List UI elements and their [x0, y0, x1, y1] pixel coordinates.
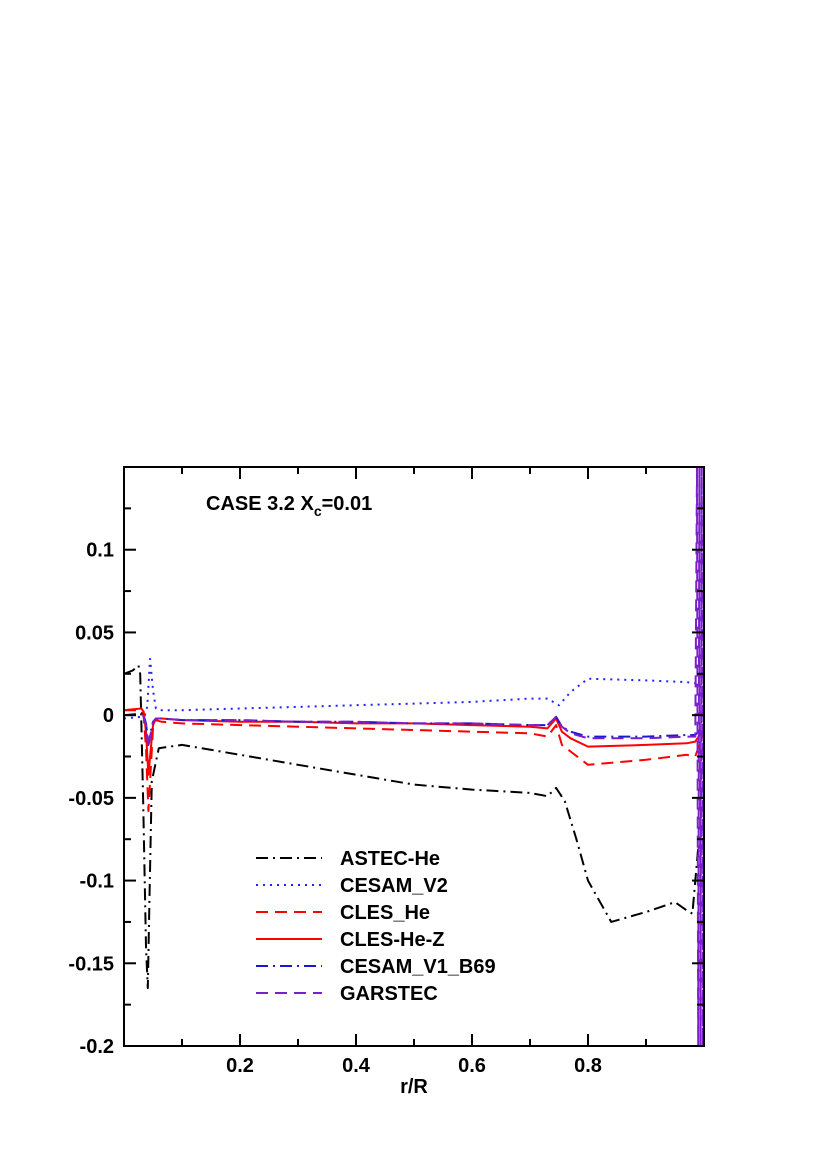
series-line-garstec	[124, 467, 704, 1046]
y-tick-label: 0	[103, 705, 114, 727]
legend: ASTEC-He CESAM_V2 CLES_He CLES-He-Z CESAM_V1…	[256, 848, 496, 1005]
y-tick-label: 0.05	[75, 622, 114, 644]
legend-label: ASTEC-He	[340, 848, 440, 870]
legend-item-cesam-v1-b69: CESAM_V1_B69	[256, 956, 496, 978]
y-tick-label: 0.1	[86, 540, 114, 562]
legend-label: CESAM_V2	[340, 875, 448, 897]
series-lines	[124, 467, 704, 1046]
chart-title: CASE 3.2 Xc=0.01	[206, 493, 372, 519]
legend-label: CLES-He-Z	[340, 929, 444, 951]
x-axis-label: r/R	[400, 1076, 428, 1098]
chart-title-main: CASE 3.2 X	[206, 493, 314, 515]
axis-ticks	[124, 467, 704, 1047]
y-tick-label: -0.05	[68, 788, 114, 810]
x-tick-label: 0.6	[458, 1055, 486, 1077]
series-line-cles-he-z	[124, 707, 704, 776]
chart-title-subscript: c	[314, 503, 322, 519]
series-line-cesam-v2	[124, 657, 704, 720]
chart-title-suffix: =0.01	[322, 493, 373, 515]
y-tick-label: -0.1	[80, 871, 114, 893]
series-line-cesam-v1-b69	[124, 712, 704, 746]
x-tick-labels: 0.2 0.4 0.6 0.8	[226, 1055, 602, 1077]
x-tick-label: 0.8	[574, 1055, 602, 1077]
y-tick-label: -0.2	[80, 1036, 114, 1058]
x-tick-label: 0.2	[226, 1055, 254, 1077]
legend-label: GARSTEC	[340, 983, 438, 1005]
legend-label: CLES_He	[340, 902, 430, 924]
legend-item-garstec: GARSTEC	[256, 983, 438, 1005]
legend-item-cles-he: CLES_He	[256, 902, 430, 924]
y-tick-label: -0.15	[68, 953, 114, 975]
legend-item-cles-he-z: CLES-He-Z	[256, 929, 444, 951]
legend-item-astec-he: ASTEC-He	[256, 848, 440, 870]
x-tick-label: 0.4	[342, 1055, 371, 1077]
y-tick-labels: 0.1 0.05 0 -0.05 -0.1 -0.15 -0.2	[68, 540, 114, 1058]
series-line-astec-he	[124, 664, 704, 990]
series-line-cles-he	[124, 709, 704, 813]
legend-label: CESAM_V1_B69	[340, 956, 496, 978]
legend-item-cesam-v2: CESAM_V2	[256, 875, 448, 897]
